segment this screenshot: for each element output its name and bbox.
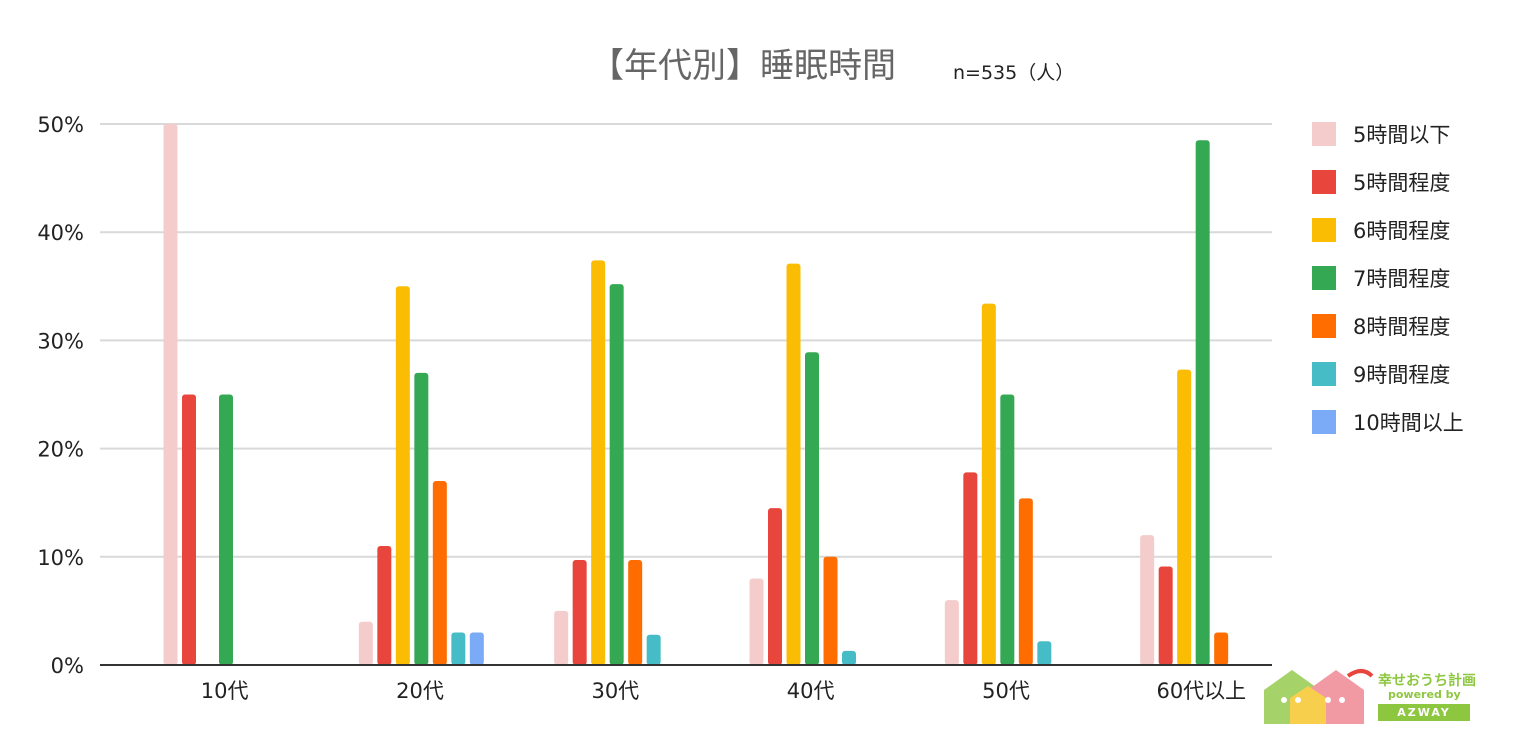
logo-brand: AZWAY (1378, 704, 1470, 721)
legend-item: 10時間以上 (1312, 398, 1464, 446)
bar (1158, 566, 1173, 665)
legend-label: 5時間以下 (1353, 123, 1451, 147)
bar (1018, 498, 1033, 665)
bar (944, 600, 959, 665)
bar (469, 632, 484, 665)
legend-item: 5時間程度 (1312, 158, 1464, 206)
bar (786, 263, 801, 665)
legend-swatch (1312, 122, 1336, 146)
bar (1037, 641, 1052, 665)
bar (805, 352, 819, 665)
legend-item: 5時間以下 (1312, 110, 1464, 158)
legend-label: 5時間程度 (1353, 171, 1451, 195)
bar (451, 632, 466, 665)
bar (823, 556, 838, 665)
bar (377, 545, 392, 665)
bar (591, 260, 606, 665)
x-tick-label: 40代 (787, 679, 835, 703)
bar (554, 610, 569, 665)
bar (414, 372, 429, 665)
legend-label: 8時間程度 (1353, 315, 1451, 339)
x-tick-label: 60代以上 (1156, 679, 1246, 703)
x-tick-label: 10代 (201, 679, 249, 703)
legend-swatch (1312, 218, 1336, 242)
azway-logo: 幸せおうち計画 powered by AZWAY (1262, 666, 1502, 726)
logo-title: 幸せおうち計画 (1378, 673, 1476, 689)
legend-label: 6時間程度 (1353, 219, 1451, 243)
x-tick-label: 30代 (591, 679, 639, 703)
y-tick-label: 0% (51, 654, 84, 678)
bar (219, 394, 233, 665)
bar (842, 650, 856, 665)
legend-item: 8時間程度 (1312, 302, 1464, 350)
bar (963, 472, 978, 665)
legend-label: 9時間程度 (1353, 363, 1451, 387)
chart-title: 【年代別】睡眠時間 (590, 46, 896, 86)
legend-swatch (1312, 266, 1336, 290)
bar (182, 394, 196, 665)
bar (163, 124, 178, 665)
x-tick-label: 20代 (396, 679, 444, 703)
house-logo-icon (1264, 669, 1374, 724)
legend-swatch (1312, 170, 1336, 194)
legend: 5時間以下 5時間程度 6時間程度 7時間程度 8時間程度 9時間程度 10時間… (1312, 110, 1464, 446)
bar (395, 286, 410, 665)
y-tick-label: 10% (37, 546, 84, 570)
legend-item: 6時間程度 (1312, 206, 1464, 254)
legend-swatch (1312, 362, 1336, 386)
bar (1000, 394, 1015, 665)
bar (1140, 535, 1155, 665)
y-tick-label: 50% (37, 113, 84, 137)
bar (749, 578, 764, 665)
bar (981, 303, 996, 665)
legend-label: 10時間以上 (1353, 411, 1464, 435)
legend-label: 7時間程度 (1353, 267, 1451, 291)
legend-item: 9時間程度 (1312, 350, 1464, 398)
y-tick-label: 20% (37, 438, 84, 462)
x-tick-label: 50代 (982, 679, 1030, 703)
chart-subtitle: n=535（人） (953, 62, 1075, 84)
legend-item: 7時間程度 (1312, 254, 1464, 302)
bar (358, 621, 373, 665)
bar (628, 560, 643, 665)
legend-swatch (1312, 314, 1336, 338)
bar (1177, 369, 1192, 665)
bar (646, 634, 661, 665)
logo-sub: powered by (1388, 688, 1461, 701)
y-tick-label: 40% (37, 221, 84, 245)
bar (432, 481, 447, 665)
y-tick-label: 30% (37, 329, 84, 353)
legend-swatch (1312, 410, 1336, 434)
bar (1214, 632, 1229, 665)
bar (572, 560, 587, 665)
bar (768, 508, 782, 665)
bar (609, 284, 624, 665)
bar (1195, 140, 1210, 666)
